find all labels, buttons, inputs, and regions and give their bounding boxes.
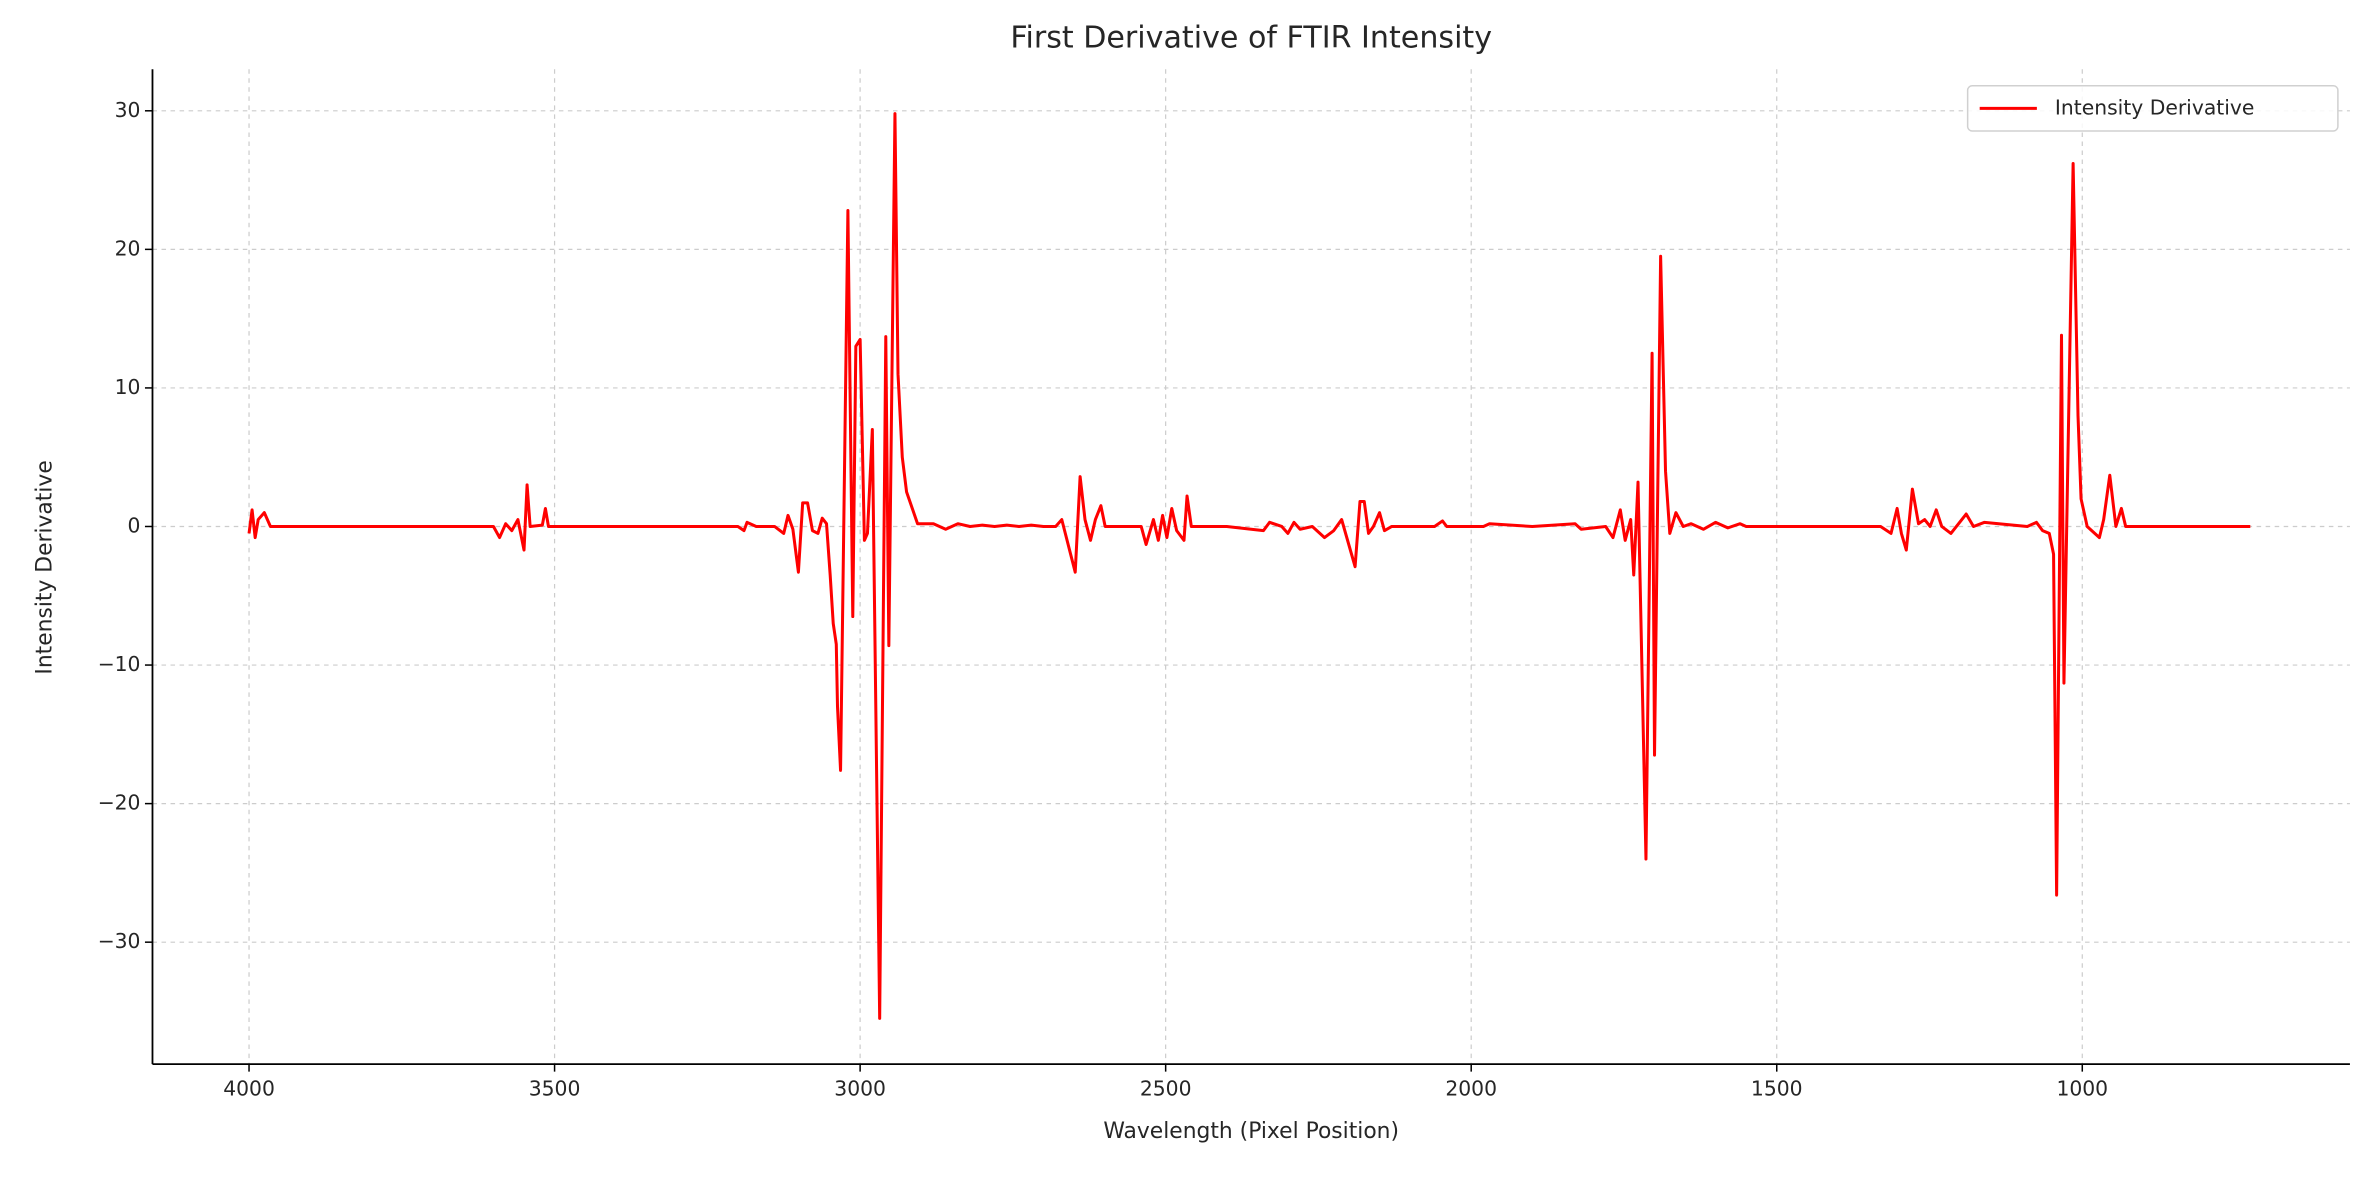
grid — [152, 69, 2350, 1065]
x-axis-label: Wavelength (Pixel Position) — [1103, 1119, 1399, 1144]
data-line — [247, 112, 2251, 1020]
x-tick-label: 2500 — [1140, 1077, 1192, 1101]
legend: Intensity Derivative — [1966, 85, 2339, 132]
y-axis-label: Intensity Derivative — [33, 460, 58, 674]
y-tick-label: −30 — [98, 929, 141, 953]
background — [9, 0, 2370, 1180]
x-tick-label: 2000 — [1445, 1077, 1497, 1101]
ticks: 4000 3500 3000 2500 2000 1500 1000 −30 −20 −10 0 10… — [98, 98, 2109, 1101]
y-tick-label: 0 — [128, 513, 141, 537]
chart-title: First Derivative of FTIR Intensity — [1010, 21, 1492, 56]
x-tick-label: 3000 — [834, 1077, 886, 1101]
y-tick-label: −20 — [98, 791, 141, 815]
x-tick-label: 3500 — [529, 1077, 581, 1101]
y-tick-label: 10 — [115, 375, 141, 399]
y-tick-label: −10 — [98, 652, 141, 676]
legend-label: Intensity Derivative — [2055, 95, 2254, 119]
x-tick-label: 1000 — [2056, 1077, 2108, 1101]
legend-box — [1966, 85, 2339, 132]
y-tick-label: 30 — [115, 98, 141, 122]
x-tick-label: 1500 — [1751, 1077, 1803, 1101]
plot-area — [247, 112, 2251, 1020]
y-tick-label: 20 — [115, 236, 141, 260]
x-tick-label: 4000 — [223, 1077, 275, 1101]
